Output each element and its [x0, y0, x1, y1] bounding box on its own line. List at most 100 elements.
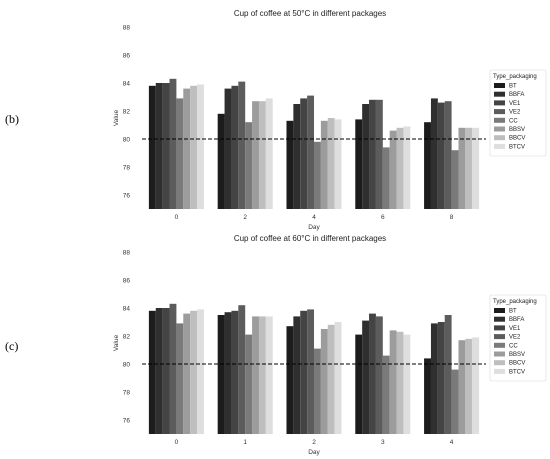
- bar: [369, 313, 376, 434]
- bar: [293, 104, 301, 209]
- y-tick-label: 88: [123, 25, 131, 32]
- y-tick-label: 80: [123, 137, 131, 144]
- bar: [307, 309, 314, 434]
- y-tick-label: 78: [123, 390, 131, 397]
- legend-swatch: [494, 334, 505, 340]
- legend-label: BT: [509, 309, 517, 315]
- legend-label: BBCV: [509, 136, 525, 142]
- bar: [320, 120, 328, 209]
- y-tick-label: 82: [123, 334, 131, 341]
- bar: [300, 310, 308, 434]
- bar: [252, 101, 259, 209]
- bar: [375, 316, 383, 434]
- panel-label-c: (c): [5, 339, 19, 353]
- bar: [472, 337, 480, 434]
- bar: [355, 119, 363, 209]
- legend-label: BTCV: [509, 369, 525, 375]
- legend-box: [489, 69, 547, 157]
- legend-label: VE1: [509, 101, 521, 107]
- legend-label: BBSV: [509, 127, 525, 133]
- bar: [197, 84, 204, 209]
- legend-swatch: [494, 126, 505, 132]
- legend-title: Type_packaging: [493, 74, 537, 80]
- bar: [314, 348, 321, 434]
- bar: [190, 85, 198, 209]
- bar: [334, 322, 342, 434]
- legend-label: BBSV: [509, 352, 525, 358]
- bar: [169, 303, 177, 434]
- chart-60c: Cup of coffee at 60°C in different packa…: [113, 234, 547, 456]
- x-tick-label: 4: [312, 214, 316, 221]
- legend-label: VE2: [509, 110, 521, 116]
- legend-label: VE1: [509, 326, 521, 332]
- legend-swatch: [494, 351, 505, 357]
- bar: [403, 334, 411, 434]
- bar: [362, 320, 370, 434]
- bar: [190, 310, 198, 434]
- bar: [183, 313, 191, 434]
- legend-label: CC: [509, 343, 518, 349]
- bar: [258, 316, 266, 434]
- bar: [307, 95, 314, 209]
- bar: [389, 130, 397, 209]
- legend-swatch: [494, 143, 505, 149]
- bar: [355, 334, 363, 434]
- legend-label: BBFA: [509, 92, 524, 98]
- bar: [327, 118, 335, 209]
- x-tick-label: 1: [243, 439, 247, 446]
- bar: [252, 316, 259, 434]
- bar: [465, 338, 473, 434]
- bar: [224, 312, 232, 434]
- bar: [458, 340, 466, 434]
- bar: [369, 99, 376, 209]
- bar: [396, 127, 404, 209]
- bar: [444, 315, 452, 434]
- bar: [300, 98, 308, 209]
- bar: [155, 308, 163, 434]
- bar: [162, 83, 170, 209]
- legend-title: Type_packaging: [493, 299, 537, 305]
- legend: Type_packaging BT BBFA VE1 VE2 CC BBSV BBCV BTCV: [489, 294, 547, 382]
- bar: [238, 305, 246, 434]
- bar: [430, 98, 438, 209]
- bar: [245, 122, 253, 209]
- y-axis-label: Value: [113, 335, 120, 352]
- legend: Type_packaging BT BBFA VE1 VE2 CC BBSV BBCV BTCV: [489, 69, 547, 157]
- bar: [465, 127, 473, 209]
- bar: [451, 150, 459, 209]
- bar: [148, 85, 156, 209]
- chart-title: Cup of coffee at 60°C in different packa…: [234, 234, 386, 243]
- y-tick-label: 78: [123, 165, 131, 172]
- x-tick-label: 2: [312, 439, 316, 446]
- bar: [231, 85, 239, 209]
- bar: [217, 315, 225, 434]
- y-tick-label: 82: [123, 109, 131, 116]
- bar: [176, 323, 184, 434]
- legend-swatch: [494, 342, 505, 348]
- x-tick-label: 8: [450, 214, 454, 221]
- bar: [389, 330, 397, 434]
- bar: [437, 322, 445, 434]
- legend-label: CC: [509, 118, 518, 124]
- x-tick-label: 0: [175, 214, 179, 221]
- bar: [437, 102, 445, 209]
- x-axis-label: Day: [308, 224, 320, 231]
- bar: [169, 78, 177, 209]
- bar: [258, 101, 266, 209]
- y-tick-label: 84: [123, 306, 131, 313]
- x-tick-label: 2: [243, 214, 247, 221]
- bar: [451, 369, 459, 434]
- legend-swatch: [494, 316, 505, 322]
- bar: [362, 104, 370, 209]
- bar: [265, 98, 273, 209]
- legend-box: [489, 294, 547, 382]
- x-tick-label: 6: [381, 214, 385, 221]
- legend-swatch: [494, 109, 505, 115]
- x-tick-label: 4: [450, 439, 454, 446]
- legend-swatch: [494, 360, 505, 366]
- x-axis-label: Day: [308, 449, 320, 456]
- y-tick-label: 84: [123, 81, 131, 88]
- y-tick-label: 80: [123, 362, 131, 369]
- y-tick-label: 76: [123, 193, 131, 200]
- chart-50c: Cup of coffee at 50°C in different packa…: [113, 9, 547, 231]
